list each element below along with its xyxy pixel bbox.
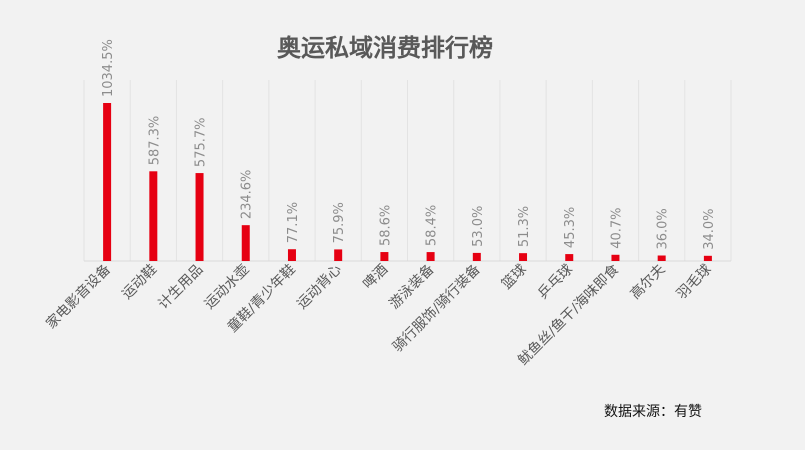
data-label: 34.0%	[702, 208, 717, 249]
bars	[103, 103, 712, 261]
data-label: 40.7%	[609, 207, 624, 248]
category-label: 运动背心	[294, 262, 345, 313]
bar	[287, 249, 296, 261]
data-label: 1034.5%	[101, 39, 116, 97]
category-label: 高尔夫	[627, 261, 669, 303]
grid-lines	[83, 80, 732, 261]
category-label: 运动鞋	[119, 262, 160, 303]
category-label: 啤酒	[360, 262, 391, 293]
category-label: 羽毛球	[674, 262, 715, 303]
bar	[103, 103, 112, 261]
category-label: 计生用品	[155, 262, 206, 313]
data-label: 234.6%	[240, 170, 255, 220]
bar	[703, 255, 712, 261]
bar	[565, 254, 574, 261]
bar	[334, 249, 343, 261]
value-labels: 1034.5% 587.3% 575.7% 234.6% 77.1% 75.9% 58.6%…	[101, 39, 717, 250]
bar	[426, 252, 435, 261]
data-label: 53.0%	[471, 206, 486, 247]
bar	[195, 173, 204, 261]
data-label: 51.3%	[517, 206, 532, 247]
data-label: 77.1%	[286, 202, 301, 243]
bar	[657, 255, 666, 261]
bar	[472, 252, 481, 261]
data-label: 36.0%	[656, 208, 671, 249]
category-label: 骑行服饰/骑行装备	[389, 261, 484, 356]
data-label: 58.6%	[378, 205, 393, 246]
data-label: 587.3%	[147, 116, 162, 166]
category-label: 篮球	[499, 262, 530, 293]
source-note: 数据来源：有赞	[604, 404, 702, 420]
bar	[380, 252, 389, 261]
bar	[519, 253, 528, 261]
category-label: 乒乓球	[535, 262, 576, 303]
data-label: 45.3%	[563, 207, 578, 248]
data-label: 575.7%	[194, 117, 209, 167]
category-label: 家电影音设备	[43, 261, 114, 332]
bar	[241, 225, 250, 261]
bar	[149, 171, 158, 261]
data-label: 58.4%	[425, 205, 440, 246]
data-label: 75.9%	[332, 202, 347, 243]
bar	[611, 254, 620, 261]
chart-title: 奥运私域消费排行榜	[277, 33, 493, 62]
